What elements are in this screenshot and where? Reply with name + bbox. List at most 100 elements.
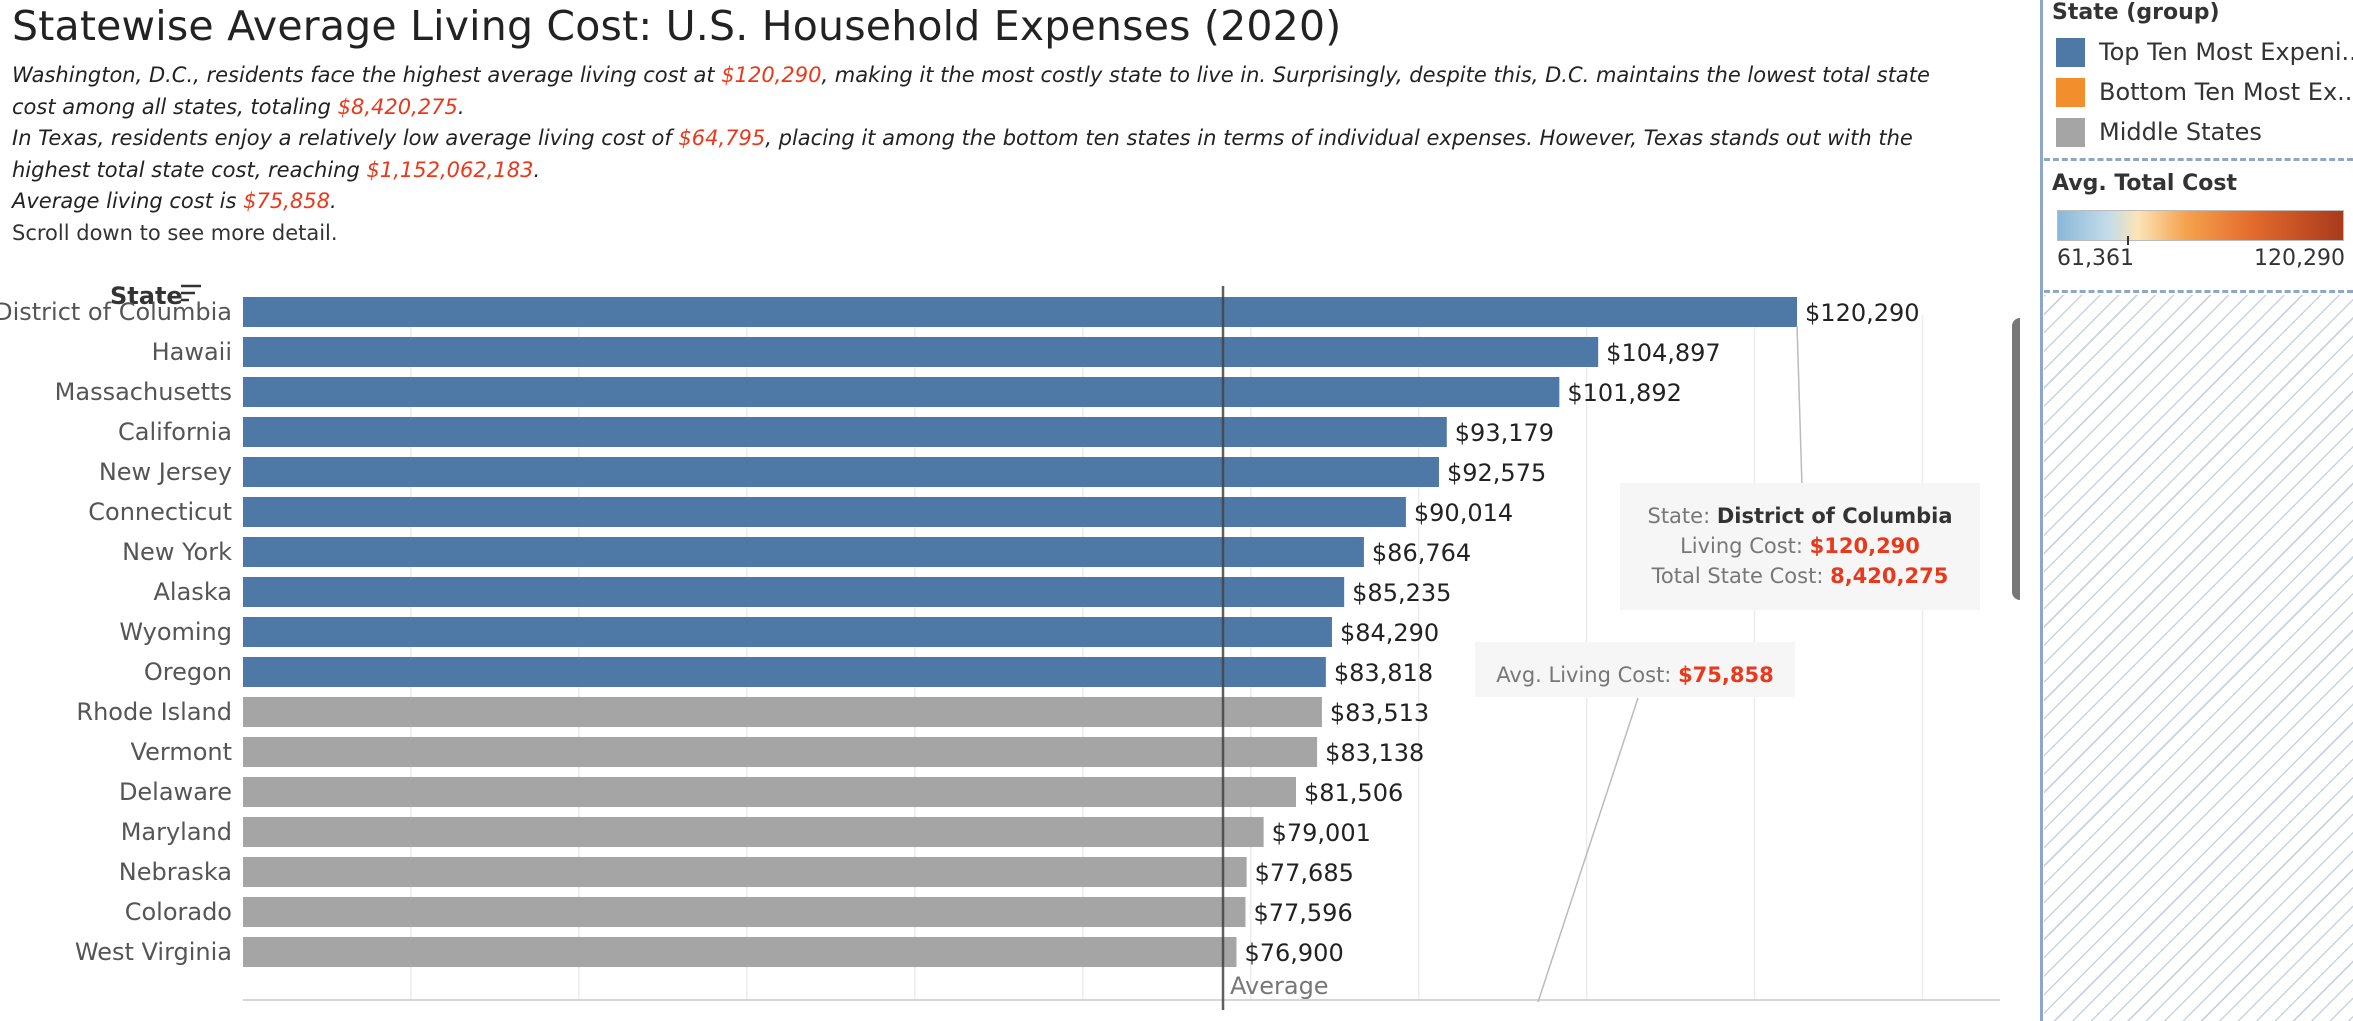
state-column-header[interactable]: State	[110, 282, 183, 310]
value-label: $92,575	[1447, 459, 1546, 487]
dc-annotation-leader	[1796, 325, 1803, 487]
dc-annotation-box	[1620, 483, 1980, 610]
category-label: West Virginia	[75, 938, 232, 966]
legend-separator-2	[2044, 290, 2353, 293]
dc-annotation-key: State:	[1647, 504, 1716, 528]
avg-total-cost-gradient	[2057, 210, 2344, 241]
avg-annotation-leader	[1537, 697, 1639, 1003]
category-label: Colorado	[125, 898, 232, 926]
dc-annotation-key: Total State Cost:	[1651, 564, 1830, 588]
legend-swatch-bottom-ten	[2056, 77, 2085, 107]
bar-vermont[interactable]	[243, 737, 1318, 767]
desc-dc: Washington, D.C., residents face the hig…	[12, 63, 1930, 119]
category-label: Vermont	[131, 738, 232, 766]
dc-annotation-value: District of Columbia	[1717, 504, 1953, 528]
avg-annotation-key: Avg. Living Cost:	[1496, 663, 1678, 687]
gradient-marker	[2127, 236, 2129, 245]
bar-oregon[interactable]	[243, 657, 1326, 687]
bar-district-of-columbia[interactable]	[243, 297, 1798, 327]
dc-annotation-key: Living Cost:	[1680, 534, 1810, 558]
legend-item-middle[interactable]: Middle States	[2056, 117, 2262, 147]
legend-title: State (group)	[2052, 0, 2220, 25]
bar-california[interactable]	[243, 417, 1447, 447]
value-label: $79,001	[1272, 819, 1371, 847]
category-label: Connecticut	[88, 498, 232, 526]
value-label: $101,892	[1567, 379, 1682, 407]
average-reference-label: Average	[1230, 972, 1329, 1000]
chart-title: Statewise Average Living Cost: U.S. Hous…	[12, 2, 1342, 50]
value-label: $76,900	[1244, 939, 1343, 967]
value-label: $81,506	[1304, 779, 1403, 807]
bar-massachusetts[interactable]	[243, 377, 1560, 407]
bar-maryland[interactable]	[243, 817, 1264, 847]
category-label: Maryland	[121, 818, 232, 846]
category-label: District of Columbia	[0, 298, 232, 326]
bar-new-jersey[interactable]	[243, 457, 1439, 487]
legend-item-bottom-ten[interactable]: Bottom Ten Most Ex..	[2056, 77, 2352, 107]
scroll-hint: Scroll down to see more detail.	[12, 220, 338, 245]
value-label: $85,235	[1352, 579, 1451, 607]
dc-annotation-row: Living Cost: $120,290	[1680, 534, 1920, 558]
value-label: $83,513	[1330, 699, 1429, 727]
bar-colorado[interactable]	[243, 897, 1246, 927]
legend-label-middle: Middle States	[2099, 118, 2262, 146]
category-label: Massachusetts	[55, 378, 232, 406]
value-label: $77,685	[1255, 859, 1354, 887]
desc-texas: In Texas, residents enjoy a relatively l…	[12, 126, 1913, 182]
dc-living-cost-highlight: $120,290	[721, 63, 822, 87]
value-label: $104,897	[1606, 339, 1721, 367]
legend-label-bottom-ten: Bottom Ten Most Ex..	[2099, 78, 2353, 106]
value-label: $83,138	[1325, 739, 1424, 767]
value-label: $84,290	[1340, 619, 1439, 647]
value-label: $77,596	[1253, 899, 1352, 927]
vertical-scrollbar-thumb[interactable]	[2012, 318, 2020, 600]
dc-annotation-value: 8,420,275	[1830, 564, 1948, 588]
tx-total-cost-highlight: $1,152,062,183	[366, 157, 534, 182]
sidebar-divider	[2040, 0, 2043, 1021]
category-label: Wyoming	[119, 618, 232, 646]
dc-annotation-row: State: District of Columbia	[1647, 504, 1952, 528]
tx-living-cost-highlight: $64,795	[678, 126, 766, 150]
bar-delaware[interactable]	[243, 777, 1296, 807]
legend-label-top-ten: Top Ten Most Expeni..	[2099, 38, 2353, 66]
empty-hatched-area	[2044, 295, 2353, 1021]
avg-cost-highlight: $75,858	[243, 189, 330, 213]
dc-annotation-row: Total State Cost: 8,420,275	[1651, 564, 1949, 588]
category-label: Oregon	[144, 658, 232, 686]
bar-connecticut[interactable]	[243, 497, 1406, 527]
value-label: $120,290	[1805, 299, 1920, 327]
bar-rhode-island[interactable]	[243, 697, 1322, 727]
category-label: Alaska	[154, 578, 232, 606]
avg-annotation-box	[1475, 642, 1795, 697]
chart-description: Washington, D.C., residents face the hig…	[12, 60, 1972, 249]
bar-hawaii[interactable]	[243, 337, 1599, 367]
category-label: Nebraska	[119, 858, 232, 886]
category-label: Delaware	[119, 778, 232, 806]
category-label: Rhode Island	[76, 698, 232, 726]
bar-nebraska[interactable]	[243, 857, 1247, 887]
avg-annotation-row: Avg. Living Cost: $75,858	[1496, 663, 1773, 687]
category-label: New York	[122, 538, 232, 566]
bar-new-york[interactable]	[243, 537, 1364, 567]
category-label: Hawaii	[152, 338, 232, 366]
legend-swatch-middle	[2056, 117, 2085, 147]
category-label: New Jersey	[99, 458, 232, 486]
avg-annotation-value: $75,858	[1678, 663, 1774, 687]
gradient-legend-title: Avg. Total Cost	[2052, 171, 2237, 196]
bar-alaska[interactable]	[243, 577, 1345, 607]
sort-icon[interactable]	[181, 284, 201, 302]
value-label: $90,014	[1414, 499, 1513, 527]
legend-swatch-top-ten	[2056, 37, 2085, 67]
gradient-min-label: 61,361	[2057, 246, 2134, 271]
value-label: $93,179	[1455, 419, 1554, 447]
value-label: $83,818	[1334, 659, 1433, 687]
value-label: $86,764	[1372, 539, 1471, 567]
legend-item-top-ten[interactable]: Top Ten Most Expeni..	[2056, 37, 2353, 67]
bar-wyoming[interactable]	[243, 617, 1332, 647]
category-label: California	[118, 418, 232, 446]
gradient-max-label: 120,290	[2254, 246, 2345, 271]
dc-annotation-value: $120,290	[1810, 534, 1920, 558]
bar-west-virginia[interactable]	[243, 937, 1237, 967]
dc-total-cost-highlight: $8,420,275	[337, 94, 458, 119]
